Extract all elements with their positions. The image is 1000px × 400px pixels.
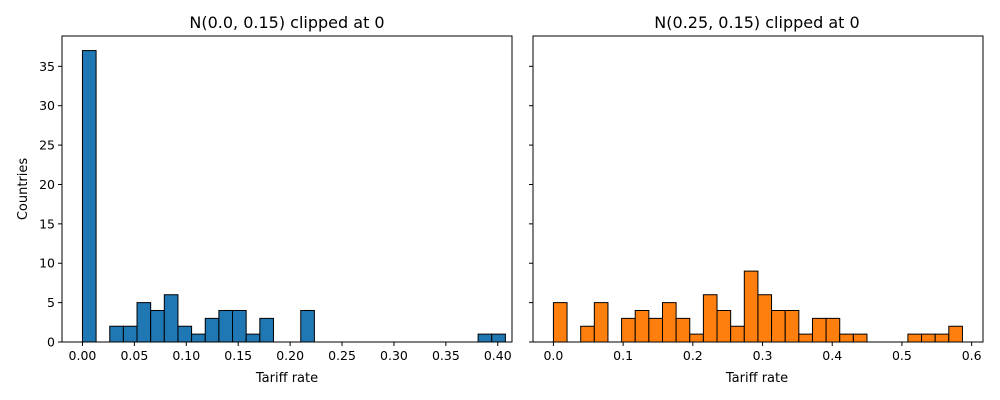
left-y-tick-label: 30 <box>39 98 55 113</box>
left-y-tick-label: 0 <box>47 335 55 350</box>
left-histogram-bar <box>150 309 165 343</box>
right-histogram-bar <box>757 294 773 343</box>
right-histogram-bar <box>730 325 745 343</box>
right-x-ticks: 0.0 0.1 0.2 0.3 0.4 0.5 0.6 <box>543 342 982 363</box>
right-x-tick-label: 0.0 <box>543 348 563 363</box>
right-y-ticks <box>529 65 533 343</box>
right-histogram-bar <box>702 294 718 343</box>
right-histogram-bar <box>743 270 759 343</box>
right-histogram-bar <box>675 317 691 343</box>
left-x-tick-label: 0.35 <box>432 348 460 363</box>
left-histogram-bar <box>163 294 179 343</box>
right-histogram-bar <box>948 325 963 343</box>
left-histogram-bar <box>232 309 247 343</box>
left-histogram-bar <box>177 325 193 343</box>
right-histogram-bar <box>798 333 813 343</box>
right-histogram-bar <box>771 309 786 343</box>
left-x-axis-label: Tariff rate <box>255 371 318 386</box>
left-histogram-bar <box>136 302 152 343</box>
left-y-tick-label: 25 <box>39 138 55 153</box>
right-x-tick-label: 0.3 <box>753 348 773 363</box>
right-histogram-bar <box>934 333 950 343</box>
left-y-ticks: 0 5 10 15 20 25 30 35 <box>39 59 62 350</box>
left-y-tick-label: 5 <box>47 295 55 310</box>
right-histogram-bar <box>689 333 704 343</box>
right-histogram-bar <box>811 317 827 343</box>
right-x-tick-label: 0.4 <box>822 348 842 363</box>
right-histogram-bar <box>580 325 595 343</box>
right-histogram-bar <box>552 302 568 343</box>
left-x-tick-label: 0.05 <box>120 348 148 363</box>
right-x-tick-label: 0.1 <box>613 348 633 363</box>
left-x-tick-label: 0.25 <box>328 348 356 363</box>
left-histogram-bar <box>477 333 493 343</box>
left-y-tick-label: 15 <box>39 216 55 231</box>
left-x-tick-label: 0.20 <box>276 348 304 363</box>
left-histogram-bar <box>109 325 124 343</box>
right-x-tick-label: 0.5 <box>892 348 912 363</box>
left-histogram-panel: N(0.0, 0.15) clipped at 0 Tariff rate Co… <box>16 13 513 386</box>
left-y-tick-label: 10 <box>39 256 55 271</box>
left-histogram-bar <box>191 333 206 343</box>
left-x-tick-label: 0.30 <box>380 348 408 363</box>
right-axes-frame <box>532 35 984 343</box>
left-y-tick-label: 35 <box>39 59 55 74</box>
right-histogram-bar <box>852 333 868 343</box>
right-histogram-bar <box>634 309 650 343</box>
left-histogram-bar <box>218 309 234 343</box>
right-bars <box>552 270 963 343</box>
left-histogram-bar <box>245 333 261 343</box>
left-histogram-bar <box>204 317 220 343</box>
left-x-tick-label: 0.40 <box>484 348 512 363</box>
right-histogram-bar <box>907 333 923 343</box>
right-histogram-bar <box>921 333 936 343</box>
right-histogram-bar <box>784 309 800 343</box>
right-histogram-bar <box>825 317 841 343</box>
right-histogram-bar <box>661 302 677 343</box>
right-histogram-bar <box>839 333 854 343</box>
right-histogram-panel: N(0.25, 0.15) clipped at 0 Tariff rate 0… <box>529 13 984 386</box>
right-x-tick-label: 0.6 <box>962 348 982 363</box>
right-histogram-bar <box>648 317 663 343</box>
left-histogram-bar <box>81 50 97 343</box>
left-x-tick-label: 0.10 <box>172 348 200 363</box>
right-x-axis-label: Tariff rate <box>725 371 788 386</box>
left-histogram-bar <box>259 317 274 343</box>
left-y-tick-label: 20 <box>39 177 55 192</box>
left-histogram-bar <box>122 325 138 343</box>
right-histogram-bar <box>593 302 609 343</box>
left-histogram-bar <box>491 333 506 343</box>
left-chart-title: N(0.0, 0.15) clipped at 0 <box>189 13 384 32</box>
right-histogram-bar <box>716 309 732 343</box>
left-y-axis-label: Countries <box>16 158 31 221</box>
left-x-tick-label: 0.15 <box>224 348 252 363</box>
left-axes-frame <box>61 35 513 343</box>
left-x-ticks: 0.00 0.05 0.10 0.15 0.20 0.25 0.30 0.35 0.40 <box>69 342 512 363</box>
right-chart-title: N(0.25, 0.15) clipped at 0 <box>654 13 859 32</box>
left-histogram-bar <box>300 309 315 343</box>
right-x-tick-label: 0.2 <box>683 348 703 363</box>
left-x-tick-label: 0.00 <box>69 348 97 363</box>
right-histogram-bar <box>621 317 636 343</box>
